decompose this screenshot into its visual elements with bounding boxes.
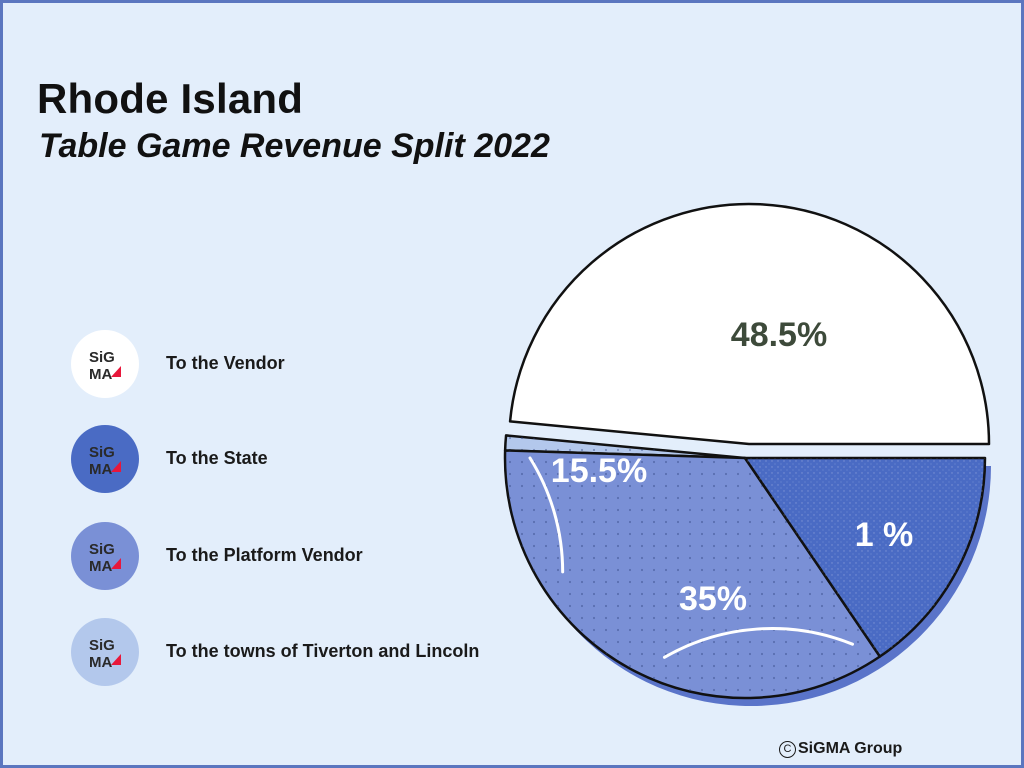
chart-title: Rhode Island (37, 75, 304, 122)
svg-text:SiG: SiG (89, 637, 115, 654)
pie-chart: 48.5% 1 % 35% 15.5% (503, 202, 991, 706)
svg-text:SiG: SiG (89, 444, 115, 461)
svg-text:SiG: SiG (89, 541, 115, 558)
svg-text:MA: MA (89, 654, 112, 671)
copyright-credit: C SiGMA Group (779, 740, 902, 758)
svg-text:MA: MA (89, 558, 112, 575)
legend-item: SiG MA To the towns of Tiverton and Lincol… (71, 618, 591, 686)
legend-label: To the Vendor (166, 353, 285, 373)
sigma-logo-badge: SiG MA (71, 330, 139, 398)
legend-item: SiG MA To the Vendor (71, 330, 591, 398)
sigma-logo-badge: SiG MA (71, 522, 139, 590)
decorative-arc (528, 456, 565, 574)
slice-value-label: 35% (679, 580, 747, 618)
svg-text:MA: MA (89, 366, 112, 383)
pie-slice-texture (745, 458, 985, 657)
sigma-logo-badge: SiG MA (71, 618, 139, 686)
legend-label: To the towns of Tiverton and Lincoln (166, 641, 480, 661)
copyright-icon: C (779, 741, 796, 758)
pie-slice (508, 202, 991, 446)
pie-slice-texture (505, 450, 880, 699)
credit-text: SiGMA Group (798, 740, 903, 757)
pie-slice-texture (505, 435, 745, 458)
slice-value-label: 1 % (855, 516, 914, 554)
legend-label: To the State (166, 448, 268, 468)
legend-label: To the Platform Vendor (166, 545, 363, 565)
sigma-logo-badge: SiG MA (71, 425, 139, 493)
legend-item: SiG MA To the Platform Vendor (71, 522, 591, 590)
slice-value-label: 15.5% (551, 452, 647, 490)
decorative-arc (662, 627, 854, 659)
svg-text:SiG: SiG (89, 349, 115, 366)
svg-text:MA: MA (89, 461, 112, 478)
legend-item: SiG MA To the State (71, 425, 591, 493)
chart-subtitle: Table Game Revenue Split 2022 (39, 127, 550, 165)
slice-value-label: 48.5% (731, 316, 827, 354)
